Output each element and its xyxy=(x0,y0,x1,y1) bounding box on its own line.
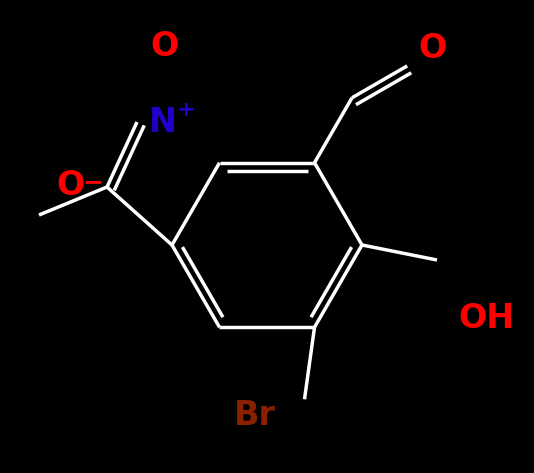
Text: −: − xyxy=(82,170,104,194)
Text: OH: OH xyxy=(458,301,514,334)
Text: O: O xyxy=(56,168,84,201)
Text: O: O xyxy=(151,29,179,62)
Text: Br: Br xyxy=(234,398,276,431)
Text: N: N xyxy=(149,105,177,139)
Text: +: + xyxy=(177,100,195,120)
Text: O: O xyxy=(418,32,446,64)
